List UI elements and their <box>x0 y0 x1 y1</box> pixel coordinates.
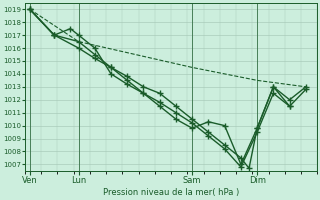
X-axis label: Pression niveau de la mer( hPa ): Pression niveau de la mer( hPa ) <box>103 188 239 197</box>
